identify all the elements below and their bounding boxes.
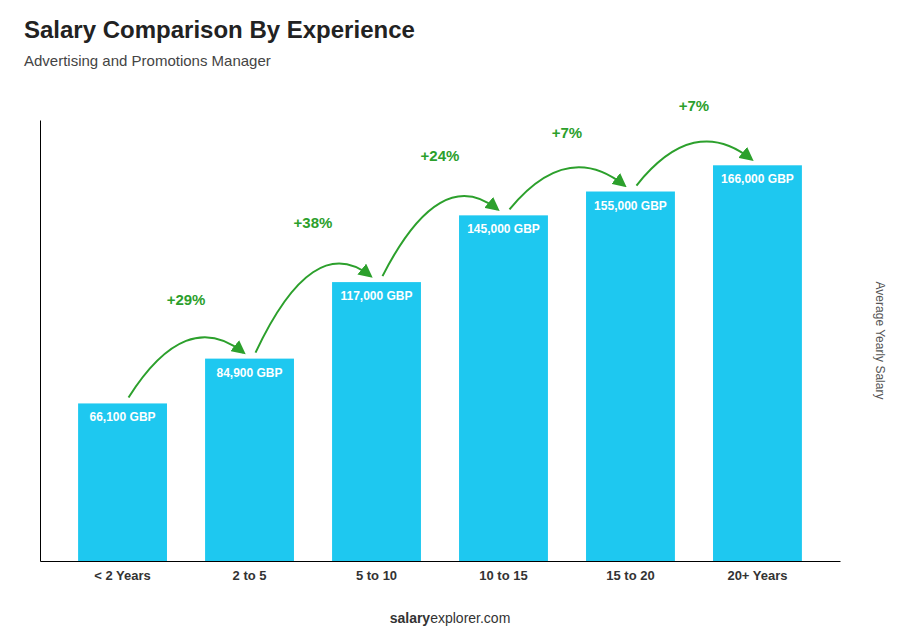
- bars: [78, 165, 802, 561]
- title: Salary Comparison By Experience: [24, 16, 415, 43]
- data-label: 166,000 GBP: [721, 172, 794, 186]
- change-arrow: [256, 264, 371, 353]
- change-label: +24%: [421, 147, 460, 164]
- change-arrow: [129, 337, 244, 397]
- x-tick: 10 to 15: [479, 561, 527, 583]
- bar: [205, 359, 294, 561]
- bar: [586, 192, 675, 561]
- y-axis-line: [40, 121, 41, 562]
- data-label: 155,000 GBP: [594, 199, 667, 213]
- footer: salaryexplorer.com: [390, 610, 511, 626]
- data-label: 66,100 GBP: [90, 410, 156, 424]
- plot: < 2 Years 2 to 5 5 to 10 10 to 15 15 to 20 20…: [41, 97, 841, 583]
- x-tick-label: 20+ Years: [727, 568, 787, 583]
- x-tick: < 2 Years: [94, 561, 151, 583]
- subtitle: Advertising and Promotions Manager: [24, 52, 271, 69]
- x-tick: 15 to 20: [606, 561, 654, 583]
- bar: [78, 403, 167, 561]
- x-tick: 5 to 10: [356, 561, 397, 583]
- x-tick-label: 2 to 5: [233, 568, 267, 583]
- x-tick: 20+ Years: [727, 561, 787, 583]
- bar: [459, 215, 548, 561]
- x-tick-label: 15 to 20: [606, 568, 654, 583]
- footer-part: explorer.com: [430, 610, 510, 626]
- change-label: +7%: [679, 97, 709, 114]
- change-arrow: [383, 196, 498, 276]
- annotations: +29% +38% +24% +7% +7%: [129, 97, 752, 397]
- x-axis: < 2 Years 2 to 5 5 to 10 10 to 15 15 to 20 20…: [41, 561, 841, 583]
- bar: [332, 282, 421, 561]
- x-tick: 2 to 5: [233, 561, 267, 583]
- change-label: +29%: [167, 291, 206, 308]
- x-axis-line: [41, 561, 841, 562]
- change-arrow: [636, 141, 751, 185]
- footer-part: salary: [390, 610, 431, 626]
- data-label: 117,000 GBP: [340, 289, 412, 303]
- x-tick-label: 10 to 15: [479, 568, 527, 583]
- change-arrow: [509, 167, 624, 209]
- y-axis-title: Average Yearly Salary: [873, 282, 887, 400]
- change-label: +7%: [552, 124, 582, 141]
- chart: Salary Comparison By Experience Advertisi…: [0, 0, 900, 641]
- y-axis: [40, 121, 41, 562]
- change-label: +38%: [294, 214, 333, 231]
- data-label: 145,000 GBP: [467, 222, 540, 236]
- data-labels: 66,100 GBP 84,900 GBP 117,000 GBP 145,000 G…: [90, 172, 794, 424]
- data-label: 84,900 GBP: [217, 366, 283, 380]
- x-tick-label: 5 to 10: [356, 568, 397, 583]
- x-tick-label: < 2 Years: [94, 568, 151, 583]
- bar: [713, 165, 802, 561]
